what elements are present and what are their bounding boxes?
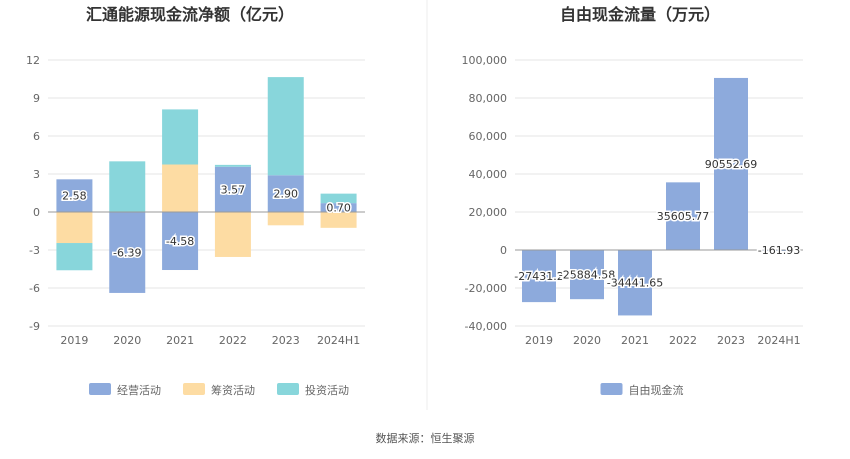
y-tick-label: 100,000 (462, 54, 508, 67)
bar-cashflow-s1-2021 (162, 164, 199, 212)
data-label: 0.70 (326, 202, 351, 215)
y-tick-label: -40,000 (465, 320, 507, 333)
data-label: 2.90 (274, 188, 299, 201)
bar-cashflow-s2-2019 (56, 243, 93, 271)
legend-label: 投资活动 (305, 383, 349, 397)
y-tick-label: 12 (26, 54, 40, 67)
bar-fcf-s0-2022 (666, 182, 700, 250)
left-chart-title: 汇通能源现金流净额（亿元） (86, 5, 294, 24)
bar-cashflow-s0-2021 (162, 212, 199, 271)
x-tick-label: 2021 (166, 334, 194, 347)
bar-cashflow-s0-2019 (56, 179, 93, 212)
y-tick-label: 3 (33, 168, 40, 181)
x-tick-label: 2022 (219, 334, 247, 347)
legend-swatch (183, 383, 205, 395)
legend-label: 自由现金流 (629, 383, 684, 397)
bar-cashflow-s0-2020 (109, 212, 146, 293)
legend-label: 筹资活动 (211, 383, 255, 397)
y-tick-label: 0 (33, 206, 40, 219)
legend-swatch (277, 383, 299, 395)
x-tick-label: 2019 (525, 334, 553, 347)
x-tick-label: 2020 (573, 334, 601, 347)
right-chart-title: 自由现金流量（万元） (560, 5, 720, 24)
x-tick-label: 2024H1 (317, 334, 360, 347)
data-label: 90552.69 (705, 158, 758, 171)
y-tick-label: 40,000 (469, 168, 508, 181)
x-tick-label: 2022 (669, 334, 697, 347)
data-label: -4.58 (166, 235, 194, 248)
bar-fcf-s0-2023 (714, 77, 748, 250)
legend-swatch (600, 383, 623, 395)
bar-cashflow-s1-2023 (267, 212, 304, 226)
data-label: -25884.58 (559, 269, 615, 282)
y-tick-label: -9 (29, 320, 40, 333)
bar-cashflow-s1-2019 (56, 212, 93, 244)
bar-cashflow-s2-2023 (267, 77, 304, 176)
bar-fcf-s0-2020 (570, 250, 604, 300)
legend-label: 经营活动 (117, 383, 161, 397)
free-cashflow-chart: 自由现金流量（万元） 100,000 80,000 60,000 40,000 20,0… (462, 5, 803, 397)
x-tick-label: 2023 (717, 334, 745, 347)
y-tick-label: 9 (33, 92, 40, 105)
y-tick-label: 6 (33, 130, 40, 143)
bar-cashflow-s2-2021 (162, 109, 199, 165)
legend-swatch (89, 383, 111, 395)
bar-cashflow-s0-2024H1 (320, 203, 357, 212)
bar-cashflow-s2-2024H1 (320, 193, 357, 204)
bar-cashflow-s1-2022 (214, 212, 251, 257)
bar-fcf-s0-2019 (522, 250, 556, 303)
y-tick-label: -20,000 (465, 282, 507, 295)
x-tick-label: 2023 (272, 334, 300, 347)
data-label: 3.57 (221, 183, 246, 196)
data-label: 35605.77 (657, 210, 710, 223)
data-label: -27431.2 (514, 270, 563, 283)
data-label: -161.93 (758, 244, 800, 257)
bar-cashflow-s1-2024H1 (320, 212, 357, 228)
bar-cashflow-s0-2023 (267, 175, 304, 212)
bar-cashflow-s2-2020 (109, 161, 146, 212)
x-tick-label: 2024H1 (757, 334, 800, 347)
data-source-note: 数据来源：恒生聚源 (376, 431, 475, 445)
data-label: -34441.65 (607, 277, 663, 290)
bar-cashflow-s2-2022 (214, 164, 251, 167)
y-tick-label: -6 (29, 282, 40, 295)
bar-fcf-s0-2021 (618, 250, 652, 316)
x-tick-label: 2019 (60, 334, 88, 347)
bar-cashflow-s0-2022 (214, 166, 251, 212)
y-tick-label: 0 (500, 244, 507, 257)
data-label: -6.39 (113, 246, 141, 259)
x-tick-label: 2020 (113, 334, 141, 347)
y-tick-label: 60,000 (469, 130, 508, 143)
y-tick-label: -3 (29, 244, 40, 257)
data-label: 2.58 (62, 190, 87, 203)
cashflow-net-chart: 汇通能源现金流净额（亿元） 12 9 6 3 0 -3 -6 -9 2019 2020 2021 20… (26, 5, 365, 397)
x-tick-label: 2021 (621, 334, 649, 347)
y-tick-label: 80,000 (469, 92, 508, 105)
y-tick-label: 20,000 (469, 206, 508, 219)
